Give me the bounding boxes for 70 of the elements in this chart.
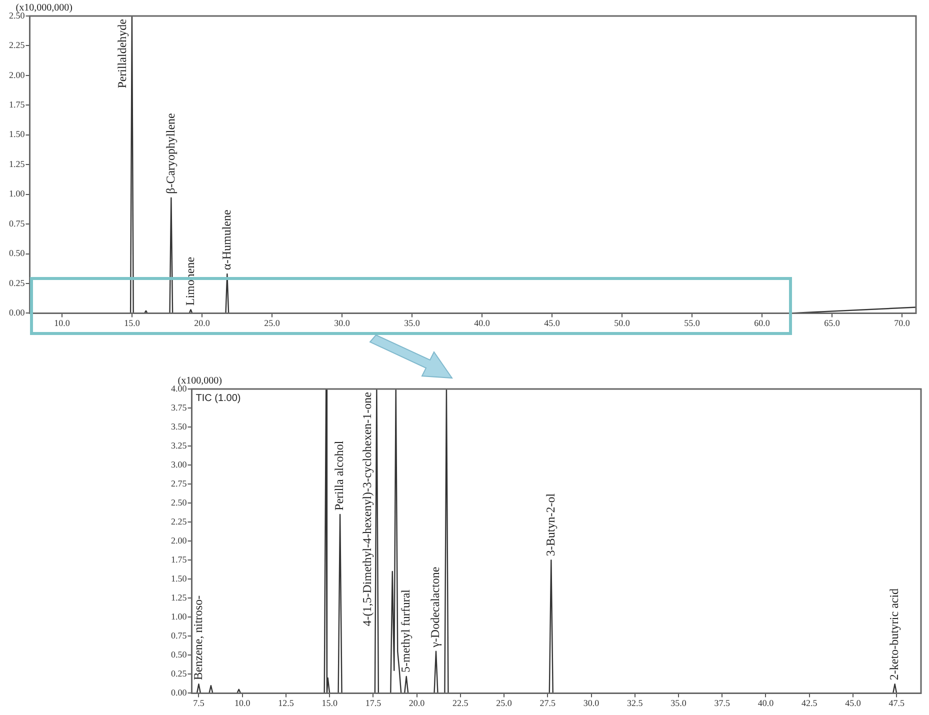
annotation: α-Humulene — [219, 210, 234, 270]
x-tick-label: 35.0 — [670, 698, 687, 708]
x-tick-label: 7.5 — [193, 698, 205, 708]
x-tick-label: 12.5 — [278, 698, 294, 708]
annotation: γ-Dodecalactone — [428, 566, 442, 648]
x-tick-label: 22.5 — [452, 698, 469, 708]
x-tick-label: 10.0 — [234, 698, 251, 708]
x-tick-label: 30.0 — [583, 698, 600, 708]
y-tick-label: 0.75 — [9, 218, 26, 228]
y-axis-title: (x10,000,000) — [16, 2, 72, 14]
x-tick-label: 25.0 — [496, 698, 512, 708]
y-tick-label: 2.25 — [9, 40, 26, 50]
y-tick-label: 1.75 — [171, 554, 188, 564]
y-tick-label: 0.75 — [171, 630, 188, 641]
x-tick-label: 45.0 — [845, 698, 862, 708]
x-tick-label: 30.0 — [334, 318, 350, 328]
y-tick-label: 1.50 — [9, 129, 26, 140]
y-tick-label: 2.25 — [171, 516, 188, 526]
x-tick-label: 45.0 — [544, 318, 560, 328]
y-tick-label: 1.25 — [9, 158, 26, 169]
y-tick-label: 1.75 — [9, 100, 26, 110]
y-tick-label: 1.50 — [171, 573, 188, 584]
y-axis-title: (x100,000) — [178, 376, 222, 387]
x-tick-label: 35.0 — [404, 318, 420, 328]
x-tick-label: 70.0 — [894, 318, 910, 328]
y-tick-label: 2.75 — [171, 478, 188, 488]
x-tick-label: 32.5 — [627, 698, 644, 708]
annotation: 4-(1,5-Dimethyl-4-hexenyl)-3-cyclohexen-1-one — [360, 392, 374, 626]
x-tick-label: 20.0 — [408, 698, 426, 708]
annotation: 2-keto-butyric acid — [886, 588, 901, 680]
y-tick-label: 3.50 — [171, 421, 188, 432]
y-tick-label: 1.00 — [171, 612, 188, 622]
x-tick-label: 25.0 — [264, 318, 280, 328]
annotation: TIC (1.00) — [196, 392, 241, 404]
x-tick-label: 40.0 — [758, 698, 774, 708]
annotation: Perillaldehyde — [115, 19, 130, 88]
annotation: Benzene, nitroso- — [190, 595, 205, 680]
y-tick-label: 2.50 — [171, 497, 188, 508]
x-tick-label: 27.5 — [540, 698, 556, 708]
x-tick-label: 40.0 — [474, 318, 490, 328]
y-tick-label: 0.25 — [171, 668, 188, 679]
y-tick-label: 3.25 — [171, 440, 188, 450]
x-tick-label: 55.0 — [684, 318, 700, 328]
x-tick-label: 15.0 — [322, 698, 338, 708]
annotation: β-Caryophyllene — [163, 113, 178, 194]
x-tick-label: 50.0 — [614, 318, 630, 328]
annotation: 5-methyl furfural — [398, 588, 412, 672]
y-tick-label: 0.00 — [9, 308, 26, 318]
y-tick-label: 2.00 — [9, 70, 26, 80]
y-tick-label: 1.00 — [9, 188, 26, 199]
annotation: Perilla alcohol — [332, 440, 346, 510]
x-tick-label: 17.5 — [365, 698, 382, 708]
x-tick-label: 60.0 — [754, 318, 770, 328]
y-tick-label: 1.25 — [171, 592, 188, 602]
y-tick-label: 2.00 — [171, 535, 188, 546]
y-tick-label: 0.50 — [9, 248, 26, 258]
x-tick-label: 10.0 — [54, 318, 70, 328]
x-tick-label: 15.0 — [124, 318, 140, 328]
y-tick-label: 0.00 — [171, 688, 188, 698]
y-tick-label: 3.00 — [171, 459, 188, 470]
x-tick-label: 37.5 — [714, 698, 730, 708]
x-tick-label: 42.5 — [801, 698, 818, 708]
x-tick-label: 20.0 — [194, 318, 210, 328]
x-tick-label: 47.5 — [888, 698, 905, 708]
annotation: 3-Butyn-2-ol — [543, 492, 558, 556]
y-tick-label: 0.50 — [171, 650, 188, 660]
annotation: Limonene — [182, 256, 197, 306]
x-tick-label: 65.0 — [824, 318, 840, 328]
y-tick-label: 0.25 — [9, 278, 26, 288]
y-tick-label: 3.75 — [171, 402, 188, 412]
